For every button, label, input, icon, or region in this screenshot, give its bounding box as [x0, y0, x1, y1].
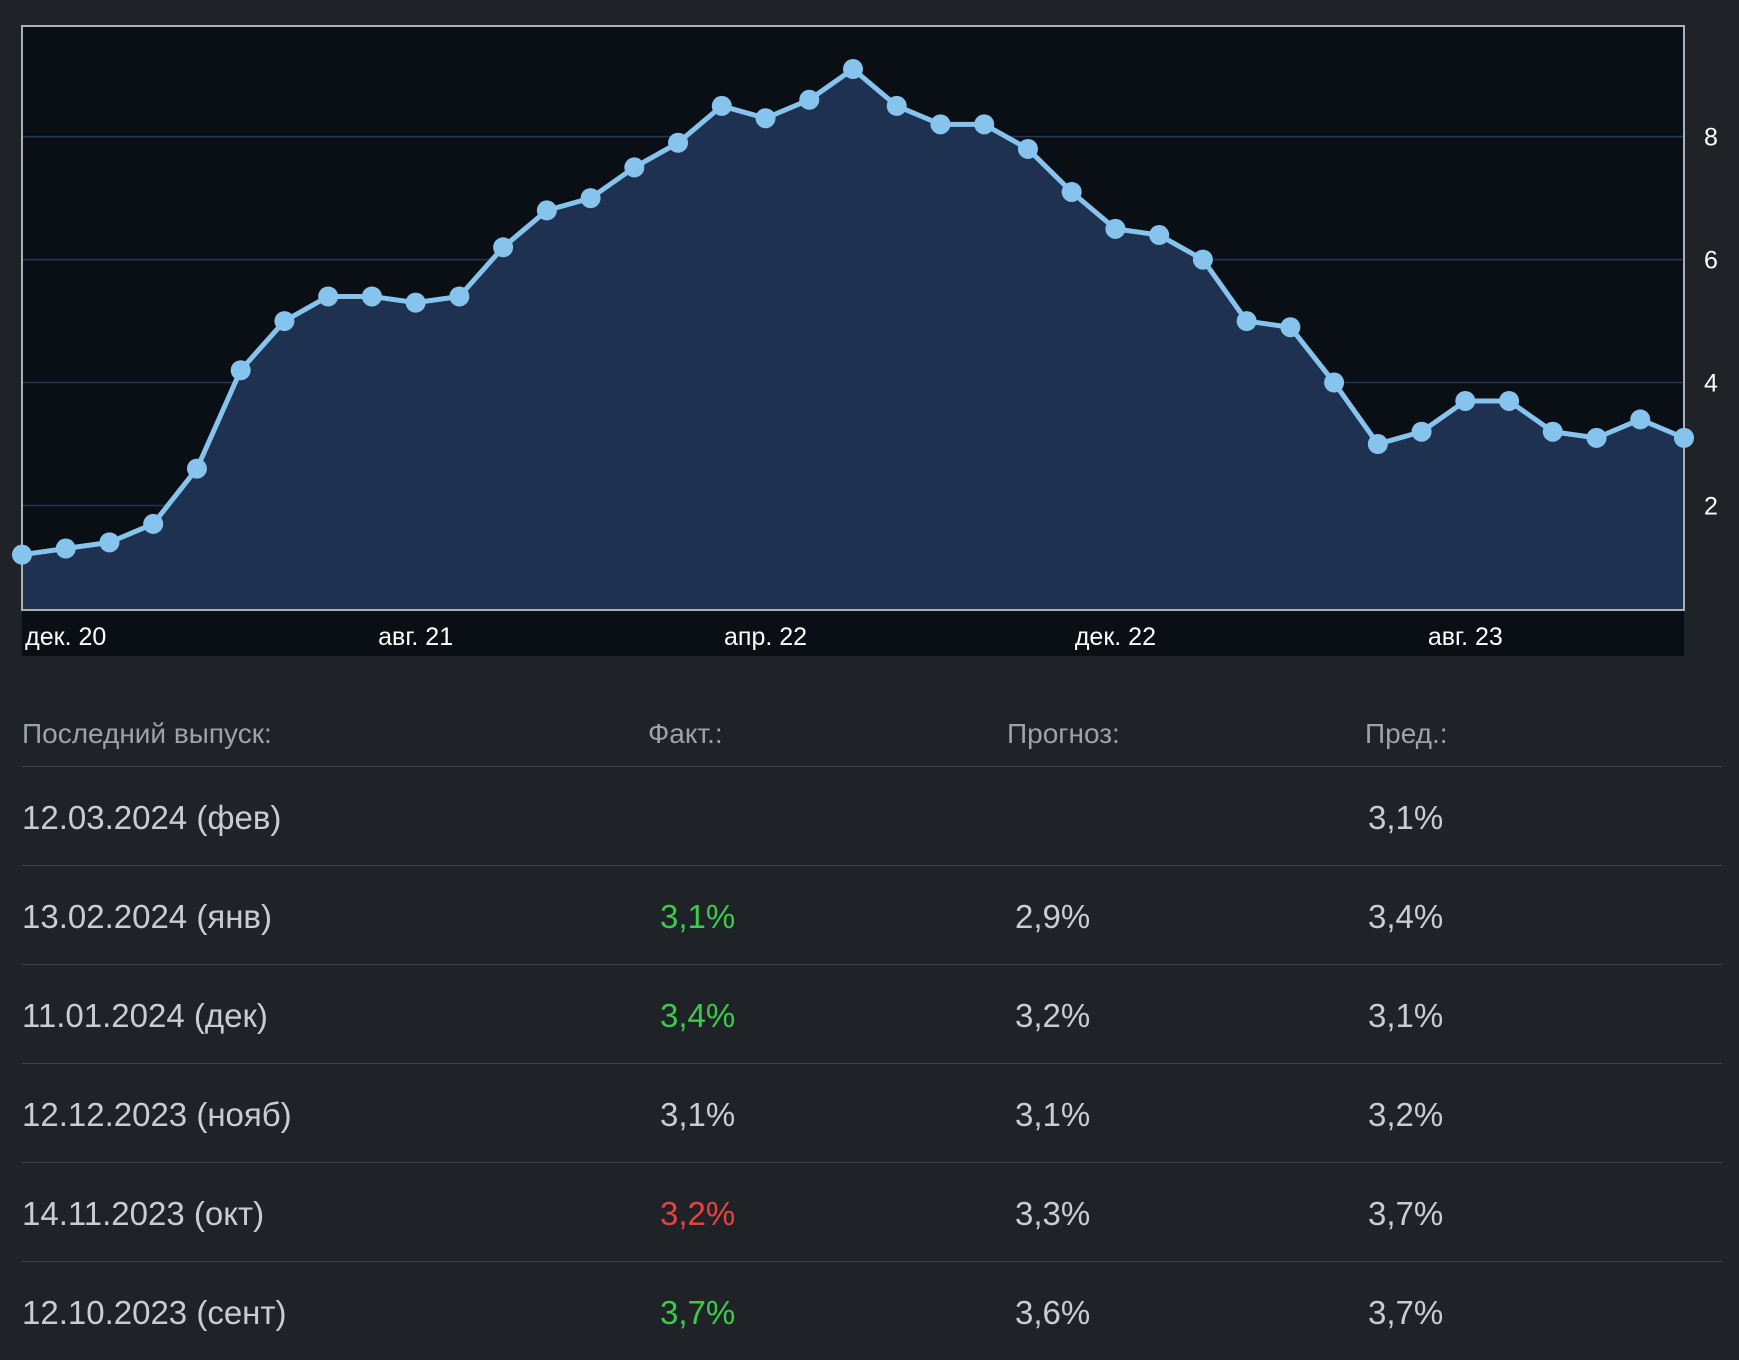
table-row[interactable]: 12.10.2023 (сент) 3,7% 3,6% 3,7% [22, 1262, 1722, 1360]
forecast-value: 3,1% [1015, 1096, 1091, 1133]
data-point [1149, 225, 1170, 246]
data-point [405, 292, 426, 313]
release-date: 12.03.2024 (фев) [22, 799, 282, 836]
data-point [799, 89, 820, 110]
actual-value: 3,1% [660, 1096, 736, 1133]
previous-value: 3,4% [1368, 898, 1444, 935]
data-point [1367, 434, 1388, 455]
y-tick-label: 4 [1704, 370, 1718, 398]
table-row[interactable]: 12.12.2023 (нояб) 3,1% 3,1% 3,2% [22, 1064, 1722, 1163]
x-tick-label: авг. 23 [1428, 623, 1503, 651]
forecast-value: 3,3% [1015, 1195, 1091, 1232]
data-point [1455, 390, 1476, 411]
data-point [1192, 249, 1213, 270]
previous-value: 3,7% [1368, 1195, 1444, 1232]
data-point [1586, 427, 1607, 448]
data-point [493, 237, 514, 258]
table-row[interactable]: 13.02.2024 (янв) 3,1% 2,9% 3,4% [22, 866, 1722, 965]
area-fill [22, 69, 1684, 611]
data-point [755, 108, 776, 129]
table-row[interactable]: 11.01.2024 (дек) 3,4% 3,2% 3,1% [22, 965, 1722, 1064]
data-point [318, 286, 339, 307]
x-tick-label: апр. 22 [724, 623, 807, 651]
previous-value: 3,7% [1368, 1294, 1444, 1331]
release-date: 12.10.2023 (сент) [22, 1294, 287, 1331]
header-forecast: Прогноз: [1007, 718, 1120, 749]
x-tick-label: дек. 20 [25, 623, 106, 651]
chart-svg: 2 4 6 8 дек. 20 авг. 21 апр. 22 дек. 22 авг. 23 [12, 25, 1718, 656]
previous-value: 3,2% [1368, 1096, 1444, 1133]
data-point [1674, 427, 1694, 448]
data-point [711, 95, 732, 116]
release-date: 11.01.2024 (дек) [22, 997, 268, 1034]
data-point [1542, 421, 1563, 442]
data-point [580, 188, 601, 209]
actual-value: 3,4% [660, 997, 736, 1034]
data-point [1280, 317, 1301, 338]
line-area-chart: 2 4 6 8 дек. 20 авг. 21 апр. 22 дек. 22 авг. 23 [0, 0, 1739, 660]
previous-value: 3,1% [1368, 997, 1444, 1034]
actual-value: 3,1% [660, 898, 736, 935]
data-point [361, 286, 382, 307]
table-row[interactable]: 12.03.2024 (фев) 3,1% [22, 767, 1722, 866]
data-point [186, 458, 207, 479]
header-previous: Пред.: [1365, 718, 1448, 749]
data-point [99, 532, 120, 553]
data-point [974, 114, 995, 135]
data-point [930, 114, 951, 135]
data-point [55, 538, 76, 559]
header-actual: Факт.: [648, 718, 723, 749]
release-date: 12.12.2023 (нояб) [22, 1096, 292, 1133]
forecast-value: 2,9% [1015, 898, 1091, 935]
data-point [12, 544, 32, 565]
plot-frame [21, 25, 1685, 611]
data-point [1105, 218, 1126, 239]
data-point [668, 132, 689, 153]
data-point [886, 95, 907, 116]
data-point [1061, 181, 1082, 202]
previous-value: 3,1% [1368, 799, 1444, 836]
releases-table: Последний выпуск: Факт.: Прогноз: Пред.:… [22, 690, 1722, 1360]
data-point [843, 59, 863, 80]
forecast-value: 3,6% [1015, 1294, 1091, 1331]
release-date: 14.11.2023 (окт) [22, 1195, 265, 1232]
table-header: Последний выпуск: Факт.: Прогноз: Пред.: [22, 690, 1722, 767]
table-row[interactable]: 14.11.2023 (окт) 3,2% 3,3% 3,7% [22, 1163, 1722, 1262]
data-point [1324, 372, 1345, 393]
x-tick-label: авг. 21 [378, 623, 453, 651]
actual-value: 3,7% [660, 1294, 736, 1331]
release-date: 13.02.2024 (янв) [22, 898, 272, 935]
data-point [1017, 138, 1038, 159]
data-point [1630, 409, 1651, 430]
forecast-value: 3,2% [1015, 997, 1091, 1034]
data-point [449, 286, 470, 307]
data-point [1236, 311, 1257, 332]
y-tick-label: 8 [1704, 124, 1718, 152]
y-tick-label: 2 [1704, 492, 1718, 520]
data-point [1499, 390, 1520, 411]
data-point [536, 200, 557, 221]
y-tick-label: 6 [1704, 247, 1718, 275]
data-point [1411, 421, 1432, 442]
data-point [624, 157, 645, 178]
header-last-release: Последний выпуск: [22, 718, 272, 749]
data-point [230, 360, 251, 381]
actual-value: 3,2% [660, 1195, 736, 1232]
data-point [274, 311, 295, 332]
x-tick-label: дек. 22 [1075, 623, 1156, 651]
data-point [143, 513, 164, 534]
